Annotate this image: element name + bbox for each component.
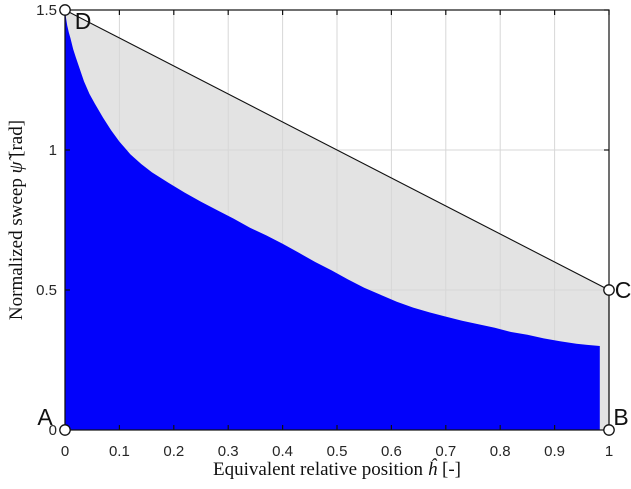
y-axis-label: Normalized sweep ψ̃ [rad] (6, 120, 28, 320)
corner-marker-D (59, 4, 71, 16)
corner-label-A: A (37, 404, 53, 430)
corner-label-C: C (615, 277, 631, 303)
x-tick-label: 0.9 (544, 443, 565, 460)
x-tick-label: 1 (605, 443, 613, 460)
x-tick-label: 0.5 (327, 443, 348, 460)
corner-marker-C (603, 284, 615, 296)
y-axis-variable: ψ̃ (6, 161, 27, 174)
y-axis-unit: [rad] (6, 119, 27, 162)
corner-label-B: B (613, 404, 628, 430)
x-tick-label: 0.2 (163, 443, 184, 460)
x-axis-variable: ĥ (427, 459, 438, 480)
corner-label-D: D (75, 8, 92, 34)
x-tick-label: 0.6 (381, 443, 402, 460)
x-tick-label: 0 (61, 443, 69, 460)
y-tick-label: 1.5 (36, 2, 57, 19)
y-tick-label: 0.5 (36, 282, 57, 299)
corner-marker-B (603, 424, 615, 436)
corner-marker-A (59, 424, 71, 436)
y-tick-label: 0 (49, 422, 57, 439)
swept-region-layer (65, 10, 600, 430)
x-axis-label-text: Equivalent relative position (213, 459, 428, 480)
swept-region-fill (65, 10, 600, 430)
x-axis-unit: [-] (437, 459, 461, 480)
x-tick-label: 0.3 (218, 443, 239, 460)
x-axis-label: Equivalent relative position ĥ [-] (213, 459, 461, 481)
corner-markers-layer (59, 4, 615, 436)
x-tick-label: 0.7 (435, 443, 456, 460)
x-tick-label: 0.8 (490, 443, 511, 460)
y-tick-label: 1 (49, 142, 57, 159)
x-tick-label: 0.1 (109, 443, 130, 460)
y-axis-label-text: Normalized sweep (6, 173, 27, 321)
corner-labels-layer: A B C D (37, 8, 631, 430)
x-tick-label: 0.4 (272, 443, 293, 460)
tick-labels-layer: 0 0.1 0.2 0.3 0.4 0.5 0.6 0.7 0.8 0.9 1 0 0.5 1 1.5 (36, 2, 613, 460)
